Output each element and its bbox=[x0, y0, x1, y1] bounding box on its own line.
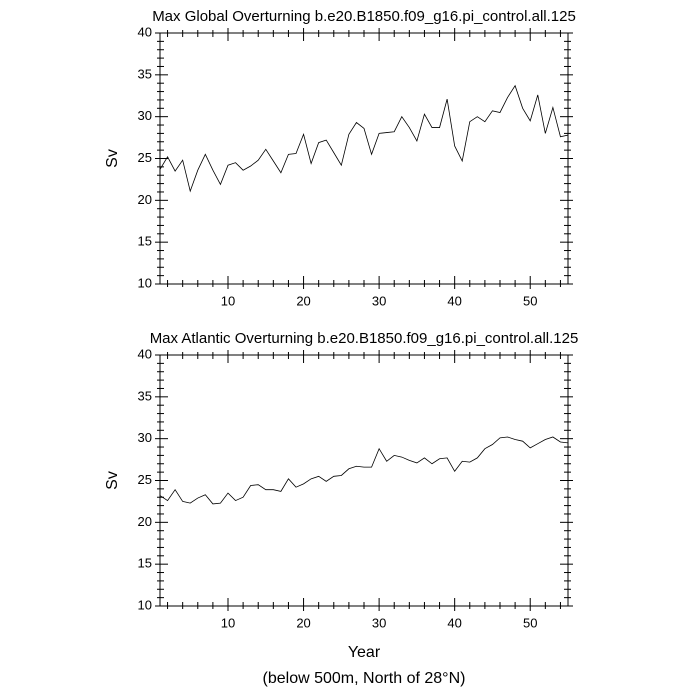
chart-title: Max Global Overturning b.e20.B1850.f09_g… bbox=[152, 8, 576, 25]
y-axis-label: Sv bbox=[104, 149, 121, 168]
data-line bbox=[159, 84, 569, 193]
x-tick-label: 10 bbox=[221, 293, 235, 308]
y-tick-label: 10 bbox=[138, 597, 152, 612]
y-tick-label: 10 bbox=[138, 275, 152, 290]
y-tick-label: 15 bbox=[138, 234, 152, 249]
y-tick-label: 20 bbox=[138, 514, 152, 529]
y-tick-label: 30 bbox=[138, 430, 152, 445]
x-tick-label: 30 bbox=[372, 293, 386, 308]
x-tick-label: 10 bbox=[221, 615, 235, 630]
y-tick-label: 30 bbox=[138, 108, 152, 123]
plot-frame bbox=[159, 354, 569, 607]
y-axis-label: Sv bbox=[104, 471, 121, 490]
x-tick-label: 40 bbox=[447, 293, 461, 308]
data-line bbox=[159, 436, 569, 505]
x-tick-label: 40 bbox=[447, 615, 461, 630]
y-tick-label: 20 bbox=[138, 192, 152, 207]
y-tick-label: 15 bbox=[138, 556, 152, 571]
y-tick-label: 25 bbox=[138, 150, 152, 165]
x-tick-label: 20 bbox=[296, 615, 310, 630]
x-axis-label: Year bbox=[348, 644, 381, 661]
y-tick-label: 40 bbox=[138, 24, 152, 39]
y-tick-label: 35 bbox=[138, 388, 152, 403]
y-tick-label: 25 bbox=[138, 472, 152, 487]
x-tick-label: 20 bbox=[296, 293, 310, 308]
x-tick-label: 30 bbox=[372, 615, 386, 630]
footnote: (below 500m, North of 28°N) bbox=[263, 670, 466, 687]
chart-title: Max Atlantic Overturning b.e20.B1850.f09… bbox=[150, 330, 579, 347]
x-tick-label: 50 bbox=[523, 293, 537, 308]
y-tick-label: 35 bbox=[138, 66, 152, 81]
plot-frame bbox=[159, 32, 569, 285]
y-tick-label: 40 bbox=[138, 346, 152, 361]
x-tick-label: 50 bbox=[523, 615, 537, 630]
